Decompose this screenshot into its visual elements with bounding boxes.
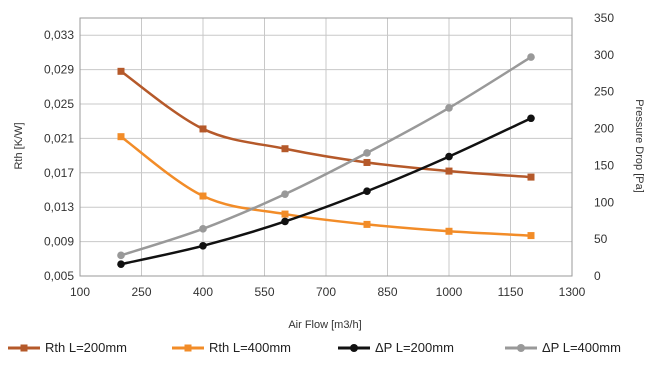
data-point-dpp-l-400mm <box>281 190 289 198</box>
data-point-dpp-l-400mm <box>527 53 535 61</box>
x-axis-title: Air Flow [m3/h] <box>288 319 361 331</box>
plot-frame <box>79 17 573 277</box>
series-line-dpp-l-200mm <box>120 117 532 266</box>
legend-label: ΔP L=400mm <box>542 340 621 355</box>
y-tick-label: 0,017 <box>44 166 74 180</box>
y2-tick-label: 50 <box>594 232 608 246</box>
x-tick-label: 400 <box>193 285 213 299</box>
data-point-dpp-l-200mm <box>363 187 371 196</box>
y-tick-label: 0,021 <box>44 131 74 145</box>
data-point-rth-l-400mm <box>281 210 289 218</box>
series-line-dpp-l-400mm <box>120 56 532 257</box>
y2-tick-labels: 0 50 100 150 200 250 300 350 <box>594 11 614 283</box>
legend-swatch-marker <box>20 344 28 352</box>
data-point-dpp-l-200mm <box>445 152 453 161</box>
data-point-dpp-l-200mm <box>281 217 289 226</box>
data-point-dpp-l-400mm <box>199 225 207 233</box>
data-point-dpp-l-200mm <box>527 114 535 123</box>
data-point-dpp-l-400mm <box>117 251 125 260</box>
y-tick-label: 0,009 <box>44 235 74 249</box>
data-point-rth-l-400mm <box>117 133 125 141</box>
x-tick-label: 550 <box>254 285 274 299</box>
legend-item-dpp-l-400mm: ΔP L=400mm <box>505 340 621 355</box>
data-point-rth-l-400mm <box>363 220 371 228</box>
legend-item-dpp-l-200mm: ΔP L=200mm <box>338 340 454 355</box>
data-point-rth-l-400mm <box>199 192 207 200</box>
legend-swatch-marker <box>184 344 192 352</box>
legend: Rth L=200mm Rth L=400mm ΔP L=200mm ΔP L=400… <box>8 340 621 355</box>
legend-label: Rth L=400mm <box>209 340 291 355</box>
x-tick-label: 850 <box>377 285 397 299</box>
data-point-rth-l-400mm <box>527 232 535 240</box>
x-tick-label: 1300 <box>559 285 586 299</box>
y-tick-label: 0,025 <box>44 97 74 111</box>
legend-item-rth-l-400mm: Rth L=400mm <box>172 340 291 355</box>
x-tick-label: 700 <box>316 285 336 299</box>
grid <box>79 18 573 277</box>
y2-tick-label: 0 <box>594 269 601 283</box>
data-point-rth-l-200mm <box>199 125 207 133</box>
x-tick-labels: 100 250 400 550 700 850 1000 1150 1300 <box>70 285 586 299</box>
legend-item-rth-l-200mm: Rth L=200mm <box>8 340 127 355</box>
data-point-dpp-l-200mm <box>199 241 207 250</box>
data-point-dpp-l-200mm <box>117 260 125 269</box>
y-axis-title: Rth [K/W] <box>13 122 25 169</box>
y-tick-label: 0,005 <box>44 269 74 283</box>
x-tick-label: 250 <box>131 285 151 299</box>
data-point-rth-l-400mm <box>445 227 453 235</box>
data-point-rth-l-200mm <box>527 173 535 181</box>
y2-axis-title: Pressure Drop [Pa] <box>633 99 645 193</box>
x-tick-label: 100 <box>70 285 90 299</box>
y-tick-label: 0,029 <box>44 63 74 77</box>
legend-label: ΔP L=200mm <box>375 340 454 355</box>
plot-area-border <box>79 17 573 277</box>
series-lines <box>120 56 532 266</box>
data-point-rth-l-200mm <box>281 145 289 153</box>
data-point-rth-l-200mm <box>117 67 125 75</box>
y2-tick-label: 200 <box>594 122 614 136</box>
series-line-rth-l-200mm <box>120 70 532 179</box>
data-point-rth-l-200mm <box>445 167 453 175</box>
data-point-dpp-l-400mm <box>363 149 371 157</box>
y2-tick-label: 150 <box>594 158 614 172</box>
x-tick-label: 1000 <box>436 285 463 299</box>
y-tick-labels: 0,005 0,009 0,013 0,017 0,021 0,025 0,029 0,033 <box>44 28 74 283</box>
series-markers <box>117 53 535 269</box>
y2-tick-label: 350 <box>594 11 614 25</box>
legend-swatch-marker <box>517 344 525 352</box>
legend-label: Rth L=200mm <box>45 340 127 355</box>
x-tick-label: 1150 <box>498 285 524 299</box>
y2-tick-label: 300 <box>594 48 614 62</box>
y2-tick-label: 100 <box>594 195 614 209</box>
legend-swatch-marker <box>350 344 358 352</box>
y-tick-label: 0,033 <box>44 28 74 42</box>
y-tick-label: 0,013 <box>44 200 74 214</box>
y2-tick-label: 250 <box>594 85 614 99</box>
data-point-dpp-l-400mm <box>445 104 453 112</box>
data-point-rth-l-200mm <box>363 158 371 166</box>
series-line-rth-l-400mm <box>120 135 532 237</box>
